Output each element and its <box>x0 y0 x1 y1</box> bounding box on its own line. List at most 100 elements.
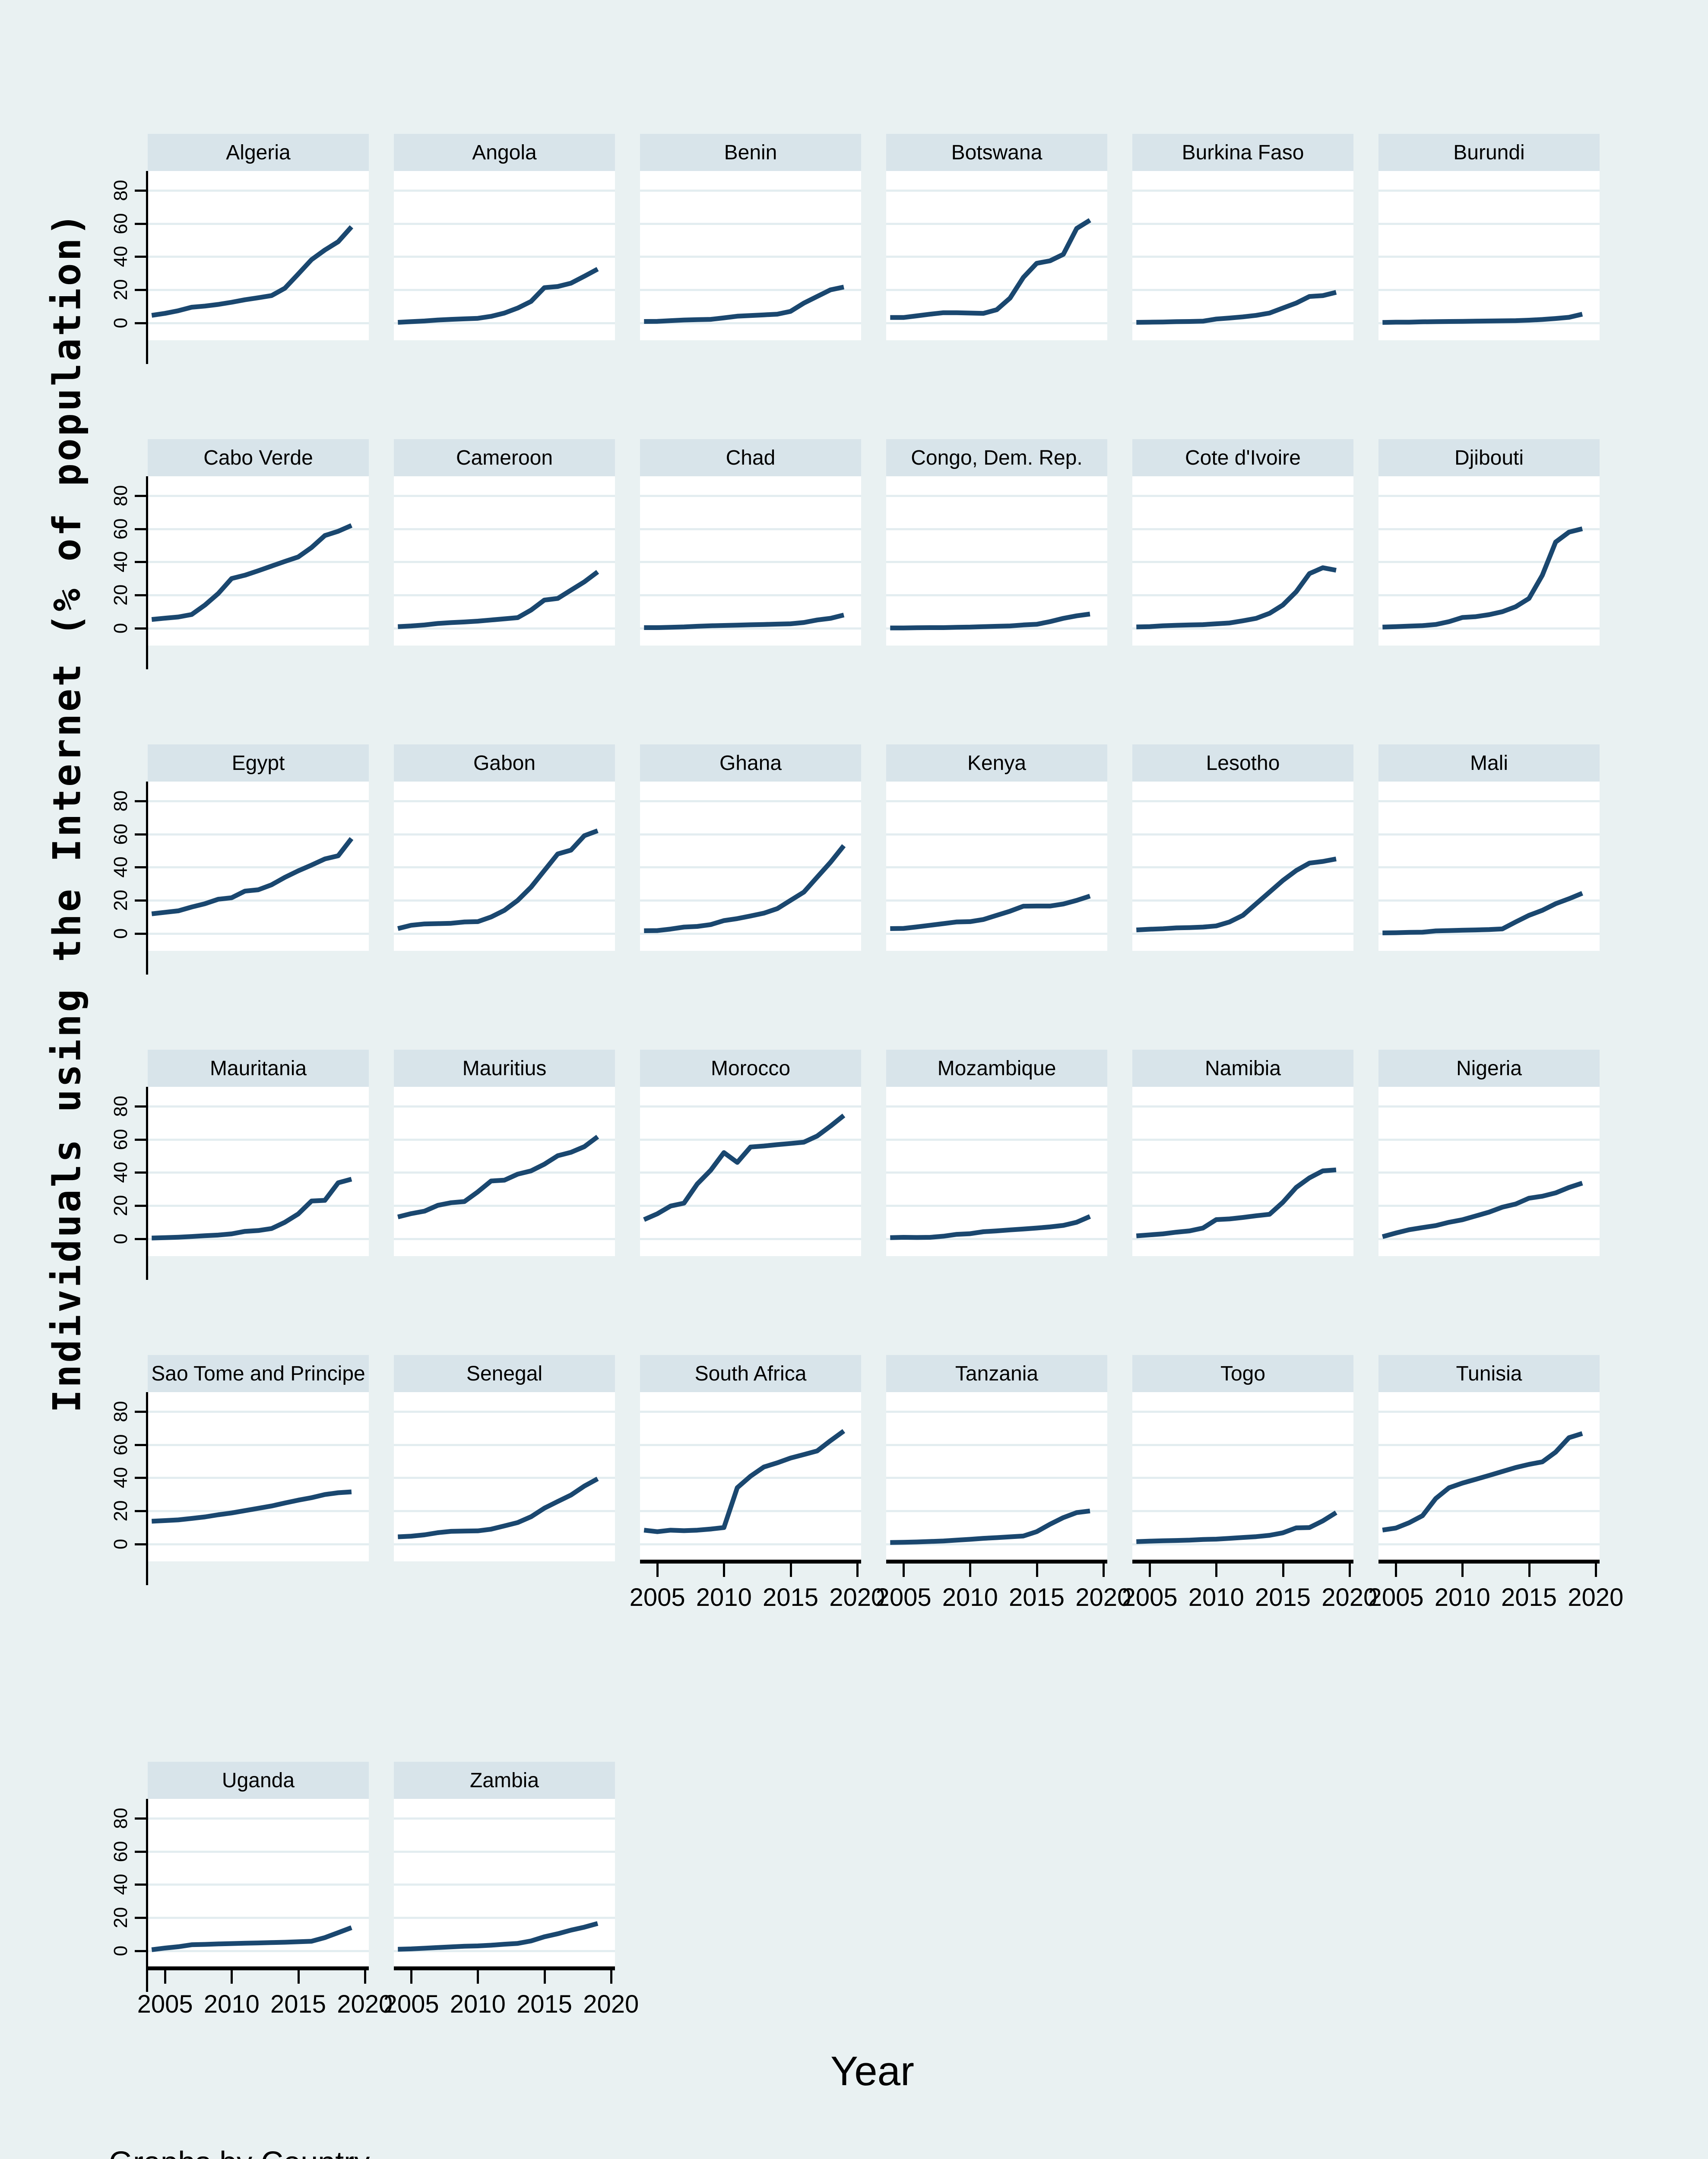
x-tick <box>1461 1563 1464 1577</box>
y-tick-text: 0 <box>110 317 131 329</box>
gridline-y80 <box>640 800 861 802</box>
gridline-y0 <box>886 933 1107 935</box>
y-tick-text: 40 <box>110 1467 131 1488</box>
gridline-y80 <box>1378 494 1600 497</box>
gridline-y0 <box>640 322 861 324</box>
gridline-y0 <box>394 322 615 324</box>
gridline-y60 <box>886 528 1107 530</box>
gridline-y0 <box>1378 1238 1600 1240</box>
plot-area <box>640 476 861 646</box>
gridline-y80 <box>886 1410 1107 1413</box>
y-tick <box>135 1410 146 1413</box>
gridline-y60 <box>394 222 615 225</box>
gridline-y60 <box>1378 833 1600 836</box>
gridline-y40 <box>886 256 1107 258</box>
x-tick <box>164 1970 167 1984</box>
panel-zambia: Zambia 2005 2010 2015 2020 <box>383 1762 639 2018</box>
plot-area <box>394 171 615 340</box>
line-series <box>644 844 846 933</box>
panel-title: Zambia <box>394 1762 615 1799</box>
panel-title: Lesotho <box>1132 744 1353 782</box>
plot-area <box>1132 1087 1353 1256</box>
gridline-y20 <box>1378 899 1600 902</box>
y-tick <box>135 899 146 902</box>
panel-angola: Angola <box>394 134 615 340</box>
y-tick <box>135 1138 146 1141</box>
gridline-y20 <box>1378 1510 1600 1513</box>
gridline-y80 <box>394 189 615 192</box>
gridline-y80 <box>394 800 615 802</box>
x-tick-text: 2005 <box>137 1990 193 2018</box>
x-tick <box>1036 1563 1038 1577</box>
gridline-y60 <box>1132 1138 1353 1141</box>
gridline-y20 <box>640 1205 861 1207</box>
y-tick-text: 20 <box>110 279 131 301</box>
y-tick <box>135 1444 146 1446</box>
x-tick-text: 2005 <box>875 1583 932 1611</box>
x-tick <box>410 1970 413 1984</box>
y-tick <box>135 594 146 597</box>
line-series <box>151 225 354 318</box>
y-tick-text: 40 <box>110 246 131 267</box>
y-tick-text: 20 <box>110 890 131 911</box>
gridline-y80 <box>394 1105 615 1108</box>
x-tick <box>1528 1563 1531 1577</box>
panel-title: South Africa <box>640 1355 861 1392</box>
panel-title: Chad <box>640 439 861 476</box>
line-series <box>890 893 1091 931</box>
panel-gabon: Gabon <box>394 744 615 951</box>
y-tick <box>135 289 146 291</box>
x-tick <box>297 1970 300 1984</box>
line-series <box>1382 526 1583 630</box>
panel-namibia: Namibia <box>1132 1050 1353 1256</box>
gridline-y40 <box>640 866 861 869</box>
panel-title: Cabo Verde <box>148 439 369 476</box>
panel-title: Botswana <box>886 134 1107 171</box>
plot-area <box>640 782 861 951</box>
x-tick <box>231 1970 233 1984</box>
gridline-y40 <box>1132 561 1353 563</box>
gridline-y0 <box>148 322 369 324</box>
plot-area <box>1132 476 1353 646</box>
x-tick-text: 2015 <box>1501 1583 1557 1611</box>
gridline-y20 <box>148 1205 369 1207</box>
plot-area: 0 20 40 60 80 <box>110 782 369 975</box>
gridline-y80 <box>1378 1105 1600 1108</box>
panel-title: Congo, Dem. Rep. <box>886 439 1107 476</box>
gridline-y20 <box>1378 1205 1600 1207</box>
gridline-y40 <box>1132 1477 1353 1479</box>
x-axis-line <box>640 1560 861 1564</box>
y-tick-text: 80 <box>110 180 131 201</box>
y-tick <box>135 800 146 802</box>
x-tick <box>1282 1563 1284 1577</box>
plot-area <box>394 476 615 646</box>
y-axis-title: Individuals using the Internet (% of pop… <box>44 211 89 1413</box>
line-series <box>890 1214 1091 1240</box>
y-tick-text: 20 <box>110 1195 131 1216</box>
plot-area <box>886 782 1107 951</box>
x-tick-text: 2020 <box>337 1990 393 2018</box>
line-series <box>1136 565 1337 630</box>
gridline-y40 <box>148 561 369 563</box>
panel-title: Nigeria <box>1378 1050 1600 1087</box>
plot-area <box>1378 476 1600 646</box>
gridline-y80 <box>640 1410 861 1413</box>
panel-tanzania: Tanzania 2005 2010 2015 2020 <box>876 1355 1131 1611</box>
gridline-y40 <box>148 1171 369 1174</box>
y-tick-text: 80 <box>110 1401 131 1422</box>
gridline-y60 <box>886 222 1107 225</box>
y-tick-text: 60 <box>110 1434 131 1456</box>
line-series <box>1382 1181 1583 1239</box>
gridline-y60 <box>1132 833 1353 836</box>
gridline-y60 <box>640 528 861 530</box>
y-tick <box>135 494 146 497</box>
x-tick <box>789 1563 792 1577</box>
panel-title: Mozambique <box>886 1050 1107 1087</box>
gridline-y40 <box>1378 561 1600 563</box>
gridline-y20 <box>1132 1205 1353 1207</box>
y-tick <box>135 833 146 836</box>
gridline-y80 <box>148 494 369 497</box>
gridline-y60 <box>640 222 861 225</box>
gridline-y40 <box>148 1884 369 1886</box>
gridline-y80 <box>640 494 861 497</box>
